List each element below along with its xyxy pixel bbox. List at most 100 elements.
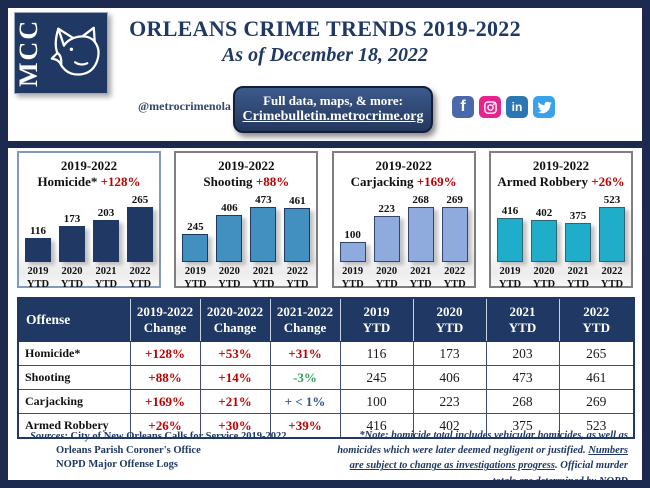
twitter-icon[interactable] [533,96,555,118]
x-axis-label: 2020 YTD [532,266,556,291]
bar-value-label: 100 [344,229,361,242]
change-cell: +14% [199,365,271,390]
x-axis-label: 2019 YTD [26,266,50,291]
change-cell: +21% [199,389,271,414]
column-header: 2019-2022 Change [129,298,200,342]
chart-change-pct: +26% [591,173,625,189]
page-title: ORLEANS CRIME TRENDS 2019-2022 [129,16,521,41]
offense-cell: Carjacking [17,389,131,414]
chart-carjacking: 2019-2022 Carjacking +169% 100 223 268 269 201… [331,151,476,291]
x-axis-label: 2019 YTD [498,266,522,291]
column-header: 2022 YTD [558,298,634,342]
bar-value-label: 269 [446,194,463,207]
chart-change-pct: +128% [100,173,141,189]
chart-x-axis: 2019 YTD 2020 YTD 2021 YTD 2022 YTD [19,265,159,291]
chart-armed-robbery: 2019-2022 Armed Robbery +26% 416 402 375 523 2… [488,151,633,291]
x-axis-label: 2020 YTD [375,266,398,291]
bar [496,218,523,263]
chart-homicide: 2019-2022 Homicide* +128% 116 173 203 265 2019… [17,151,161,291]
bar-group: 116 [25,226,51,263]
social-icons: f in [452,96,555,118]
chart-x-axis: 2019 YTD 2020 YTD 2021 YTD 2022 YTD [491,265,631,291]
bar [127,207,153,263]
page-subtitle: As of December 18, 2022 [221,44,429,66]
column-header: 2020 YTD [412,298,486,342]
bar-group: 173 [59,214,85,263]
bar-group: 416 [496,206,523,263]
change-cell: +88% [129,365,201,390]
bar-value-label: 375 [569,210,587,223]
table-header-row: Offense 2019-2022 Change 2020-2022 Change 202… [18,298,634,342]
bar-group: 245 [182,221,209,263]
column-header: 2021 YTD [485,298,559,342]
bar [284,208,311,263]
chart-title: 2019-2022 Homicide* +128% [19,158,159,189]
info-box[interactable]: Full data, maps, & more: Crimebulletin.m… [233,86,433,133]
bar [339,242,366,263]
bar-group: 402 [530,208,557,263]
bar-value-label: 203 [97,207,115,220]
change-cell: +39% [269,413,341,439]
count-cell: 406 [412,365,487,390]
count-cell: 268 [485,389,560,414]
table-row: Shooting +88% +14% -3% 245 406 473 461 [17,365,635,390]
sources-line: Sources: City of New Orleans Calls for S… [30,430,286,444]
chart-title: 2019-2022 Armed Robbery +26% [491,158,631,189]
bar-value-label: 473 [255,194,272,207]
column-header: 2020-2022 Change [199,298,270,342]
chart-title-range: 2019-2022 [60,158,118,173]
change-cell: -3% [269,365,341,390]
bar-value-label: 265 [131,194,149,207]
bar-group: 375 [564,210,591,263]
bar-value-label: 406 [221,202,238,215]
bar [216,215,243,263]
info-box-text: Full data, maps, & more: [263,93,403,108]
chart-title: 2019-2022 Shooting +88% [176,158,316,189]
info-box-link[interactable]: Crimebulletin.metrocrime.org [242,109,424,124]
bar [530,220,557,263]
sources-block: Sources: City of New Orleans Calls for S… [30,430,286,473]
linkedin-icon[interactable]: in [506,96,528,118]
note-text: *Note: homicide total includes vehicular… [337,430,628,457]
bar [93,220,119,263]
chart-title-range: 2019-2022 [375,158,432,173]
count-cell: 375 [485,413,560,439]
bar-value-label: 523 [603,194,621,207]
bar [373,216,400,263]
x-axis-label: 2020 YTD [218,266,241,291]
count-cell: 402 [412,413,487,439]
change-cell: +128% [129,341,201,366]
table-row: Carjacking +169% +21% + < 1% 100 223 268 269 [17,389,635,414]
table-body: Homicide* +128% +53% +31% 116 173 203 265 Shooti… [17,341,635,439]
bar [407,207,434,263]
bar-value-label: 461 [289,195,306,208]
count-cell: 461 [558,365,635,390]
chart-plot: 116 173 203 265 [19,191,159,263]
crime-table: Offense 2019-2022 Change 2020-2022 Change 202… [17,297,635,439]
x-axis-label: 2020 YTD [60,266,84,291]
change-cell: +31% [269,341,341,366]
chart-plot: 416 402 375 523 [491,191,631,263]
sources-label: Sources: [30,431,68,442]
bar-group: 523 [598,194,625,263]
count-cell: 223 [412,389,487,414]
facebook-icon[interactable]: f [452,96,474,118]
table-row: Armed Robbery +26% +30% +39% 416 402 375 523 [17,413,635,439]
sources-text-3: NOPD Major Offense Logs [56,459,178,471]
offense-cell: Armed Robbery [17,413,131,439]
chart-offense-name: Carjacking [350,173,417,189]
bar [441,207,468,263]
x-axis-label: 2021 YTD [252,266,275,291]
bar-value-label: 245 [187,221,204,234]
x-axis-label: 2021 YTD [566,266,590,291]
column-header: Offense [18,298,130,342]
instagram-icon[interactable] [479,96,501,118]
chart-plot: 245 406 473 461 [176,191,316,263]
sources-text-1: City of New Orleans Calls for Service 20… [70,431,287,442]
chart-offense-name: Shooting [203,173,256,189]
x-axis-label: 2019 YTD [184,266,207,291]
count-cell: 173 [412,341,487,366]
chart-title-range: 2019-2022 [218,158,275,173]
bar [25,238,51,263]
